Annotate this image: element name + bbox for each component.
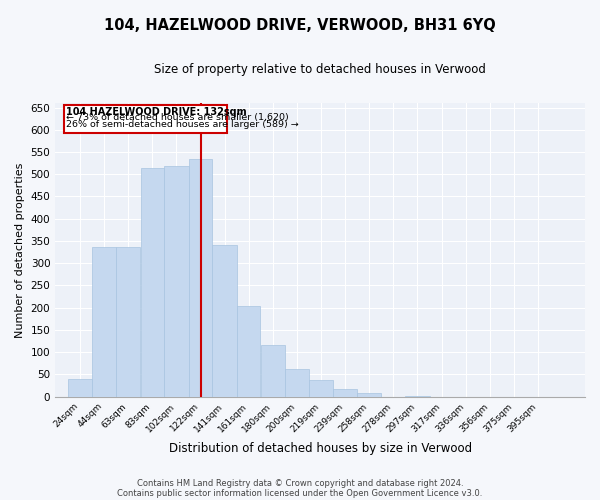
Text: 104 HAZELWOOD DRIVE: 132sqm: 104 HAZELWOOD DRIVE: 132sqm bbox=[66, 107, 247, 117]
Bar bbox=[237, 306, 260, 396]
Bar bbox=[92, 247, 116, 396]
Bar bbox=[357, 393, 382, 396]
Bar bbox=[285, 368, 308, 396]
Bar bbox=[116, 247, 140, 396]
Y-axis label: Number of detached properties: Number of detached properties bbox=[15, 162, 25, 338]
FancyBboxPatch shape bbox=[64, 106, 227, 133]
Bar bbox=[260, 345, 285, 397]
Text: Contains public sector information licensed under the Open Government Licence v3: Contains public sector information licen… bbox=[118, 488, 482, 498]
Bar bbox=[334, 388, 357, 396]
Bar bbox=[309, 380, 333, 396]
Title: Size of property relative to detached houses in Verwood: Size of property relative to detached ho… bbox=[154, 62, 486, 76]
X-axis label: Distribution of detached houses by size in Verwood: Distribution of detached houses by size … bbox=[169, 442, 472, 455]
Text: ← 73% of detached houses are smaller (1,620): ← 73% of detached houses are smaller (1,… bbox=[66, 114, 289, 122]
Bar bbox=[212, 246, 237, 396]
Bar bbox=[140, 168, 164, 396]
Bar bbox=[189, 159, 212, 396]
Bar bbox=[68, 379, 92, 396]
Text: 104, HAZELWOOD DRIVE, VERWOOD, BH31 6YQ: 104, HAZELWOOD DRIVE, VERWOOD, BH31 6YQ bbox=[104, 18, 496, 32]
Bar bbox=[164, 166, 188, 396]
Text: 26% of semi-detached houses are larger (589) →: 26% of semi-detached houses are larger (… bbox=[66, 120, 299, 128]
Text: Contains HM Land Registry data © Crown copyright and database right 2024.: Contains HM Land Registry data © Crown c… bbox=[137, 478, 463, 488]
